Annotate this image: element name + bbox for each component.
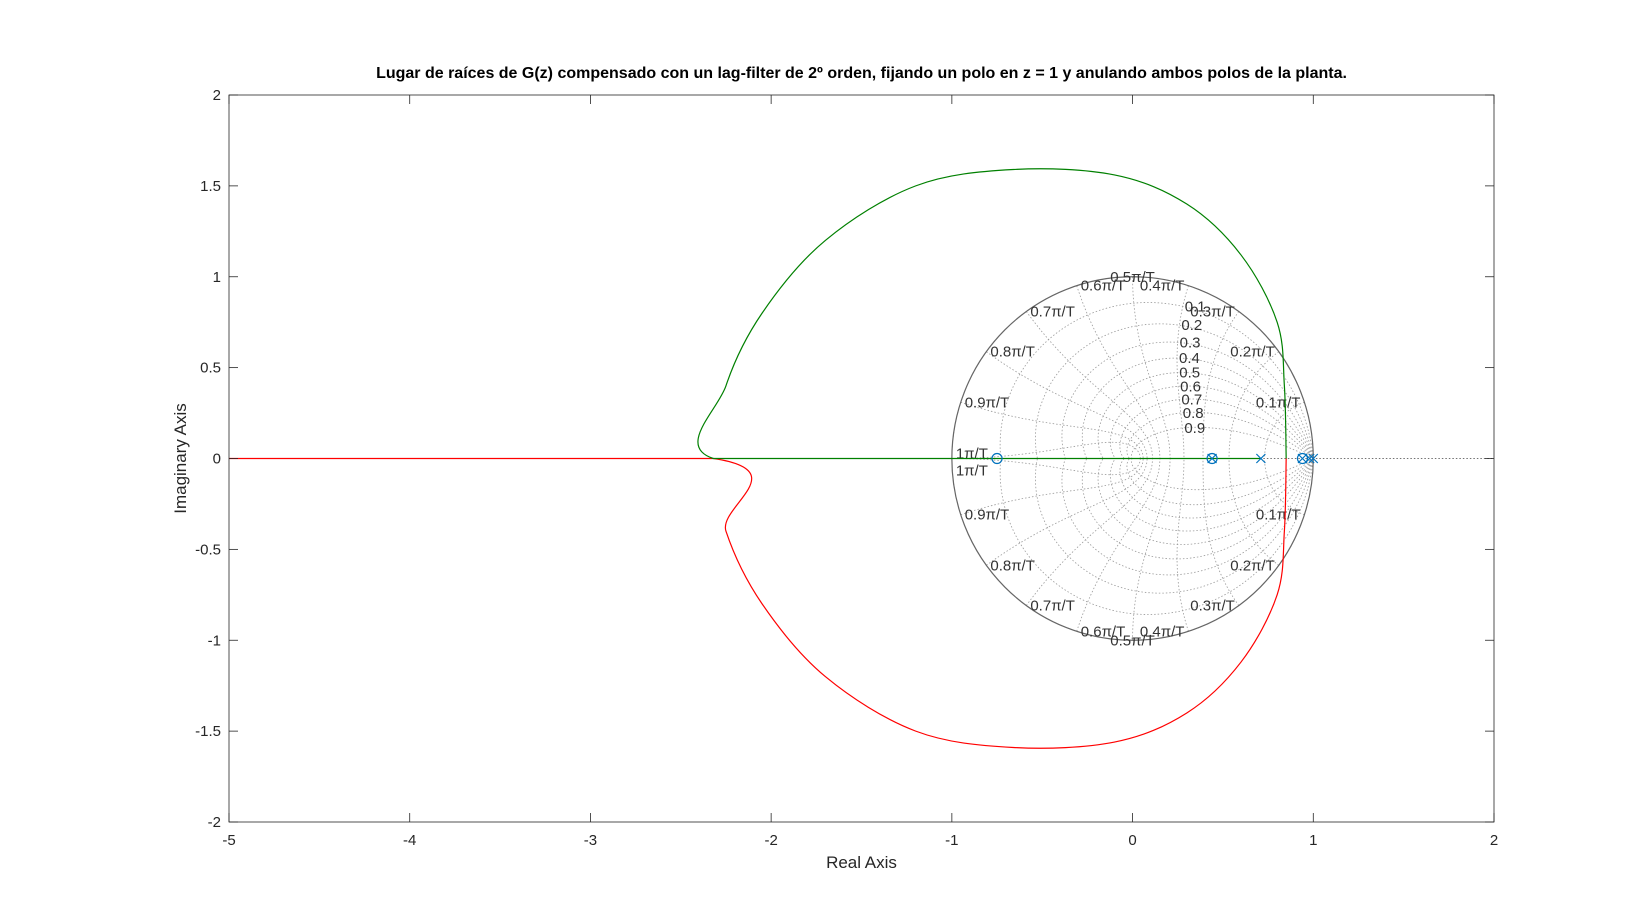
x-tick-label: -4 — [403, 832, 416, 849]
damping-label: 0.6 — [1180, 378, 1201, 395]
frequency-curve — [986, 458, 1148, 566]
pole-marker — [1207, 453, 1218, 464]
frequency-label: 0.9π/T — [965, 394, 1010, 411]
y-tick-label: 1 — [213, 269, 221, 286]
x-tick-label: -1 — [945, 832, 958, 849]
frequency-label: 0.1π/T — [1256, 507, 1301, 524]
frequency-curve — [1228, 351, 1280, 459]
frequency-curve — [1176, 458, 1189, 632]
frequency-label: 0.5π/T — [1110, 632, 1155, 649]
damping-curve — [1035, 323, 1314, 459]
frequency-label: 0.3π/T — [1190, 303, 1235, 320]
frequency-label: 0.6π/T — [1081, 623, 1126, 640]
y-tick-label: -0.5 — [195, 541, 221, 558]
axes-layer — [228, 94, 1495, 823]
frequency-label: 0.2π/T — [1230, 344, 1275, 361]
frequency-curve — [1202, 311, 1240, 459]
frequency-curve — [951, 441, 1141, 459]
frequency-label: 0.4π/T — [1140, 278, 1185, 295]
x-tick-label: -2 — [764, 832, 777, 849]
frequency-curve — [960, 401, 1144, 459]
y-tick-label: 0.5 — [200, 360, 221, 377]
x-axis-label: Real Axis — [826, 853, 897, 872]
frequency-curve — [1132, 276, 1171, 459]
damping-label: 0.2 — [1181, 317, 1202, 334]
zero-marker — [1296, 452, 1309, 465]
frequency-label: 0.5π/T — [1110, 269, 1155, 286]
pole-marker — [1308, 453, 1319, 464]
zero-marker — [1206, 452, 1218, 465]
frequency-curve — [986, 351, 1148, 459]
pole-marker — [1304, 453, 1315, 464]
frequency-label: 0.9π/T — [965, 507, 1010, 524]
damping-label: 0.7 — [1181, 392, 1202, 409]
pole-marker — [1297, 453, 1308, 464]
frequency-label: 0.8π/T — [990, 557, 1035, 574]
frequency-curve — [960, 458, 1144, 516]
damping-label: 0.3 — [1180, 334, 1201, 351]
frequency-label: 0.7π/T — [1030, 303, 1075, 320]
damping-curve — [1097, 372, 1314, 459]
zero-marker — [991, 452, 1003, 465]
x-tick-label: 0 — [1128, 832, 1136, 849]
damping-label: 0.1 — [1185, 298, 1206, 315]
damping-curve — [951, 458, 1314, 641]
damping-curve — [1061, 341, 1314, 459]
frequency-curve — [1176, 285, 1189, 459]
frequency-label: 0.2π/T — [1230, 557, 1275, 574]
damping-curve — [1061, 458, 1314, 576]
damping-label: 0.5 — [1179, 365, 1200, 382]
y-tick-label: -1 — [208, 632, 221, 649]
damping-label: 0.4 — [1179, 350, 1200, 367]
frequency-curve — [1026, 311, 1154, 459]
x-tick-label: 1 — [1309, 832, 1317, 849]
frequency-curve — [1076, 458, 1161, 632]
pole-zero-layer — [991, 452, 1319, 465]
pole-marker — [1255, 453, 1266, 464]
frequency-curve — [951, 458, 1141, 476]
damping-curve — [1097, 458, 1314, 545]
frequency-curve — [1076, 285, 1161, 459]
y-axis-label: Imaginary Axis — [171, 403, 190, 514]
frequency-label: 0.7π/T — [1030, 598, 1075, 615]
x-tick-label: -3 — [584, 832, 597, 849]
chart-title: Lugar de raíces de G(z) compensado con u… — [376, 65, 1347, 82]
tick-labels-layer: -5 -4 -3 -2 -1 0 1 2 -2 -1.5 -1 -0.5 0 0.5 1 1.5 2 — [195, 87, 1498, 849]
frequency-curve — [1202, 458, 1240, 606]
y-tick-label: 2 — [213, 87, 221, 104]
damping-label: 0.9 — [1184, 420, 1205, 437]
y-tick-label: 1.5 — [200, 178, 221, 195]
y-tick-label: 0 — [213, 451, 221, 468]
frequency-label: 0.8π/T — [990, 344, 1035, 361]
frequency-curve — [1026, 458, 1154, 606]
frequency-curve — [1132, 458, 1171, 641]
frequency-curve — [1228, 458, 1280, 566]
damping-curve — [999, 302, 1314, 459]
x-tick-label: -5 — [222, 832, 235, 849]
frequency-label: 0.3π/T — [1190, 598, 1235, 615]
damping-curve — [951, 276, 1314, 459]
damping-curve — [1109, 458, 1314, 532]
frequency-label: 1π/T — [956, 446, 988, 463]
x-tick-label: 2 — [1490, 832, 1498, 849]
damping-curve — [1081, 458, 1314, 560]
series-layer — [229, 168, 1287, 749]
frequency-label: 1π/T — [956, 463, 988, 480]
frequency-label: 0.1π/T — [1256, 394, 1301, 411]
zgrid-layer: 0.1 0.20.30.40.50.60.70.80.9 0.1π/T 0.1π/T 0… — [951, 269, 1494, 649]
damping-curve — [999, 458, 1314, 615]
locus-branch — [697, 168, 1287, 460]
damping-label: 0.8 — [1183, 405, 1204, 422]
damping-curve — [1081, 357, 1314, 459]
frequency-label: 0.6π/T — [1081, 278, 1126, 295]
y-tick-label: -1.5 — [195, 723, 221, 740]
locus-branch — [229, 457, 1287, 749]
frequency-label: 0.4π/T — [1140, 623, 1185, 640]
damping-curve — [1035, 458, 1314, 594]
y-tick-label: -2 — [208, 814, 221, 831]
damping-curve — [1109, 385, 1314, 459]
